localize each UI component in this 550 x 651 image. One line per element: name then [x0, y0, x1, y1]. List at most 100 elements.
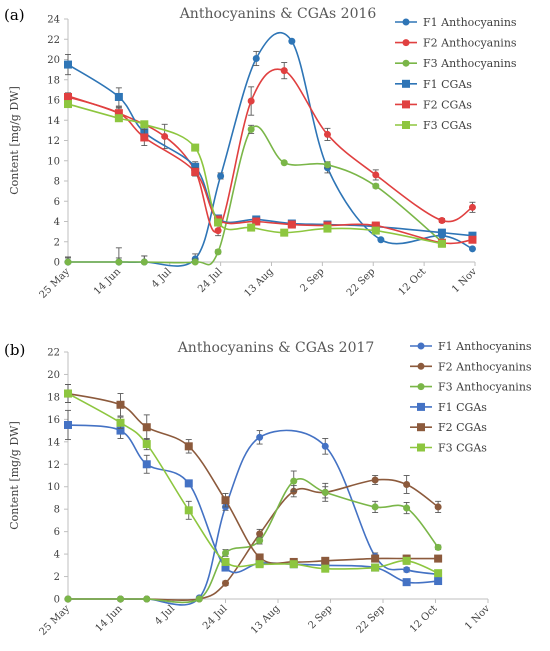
data-point-f3-cgas — [116, 418, 125, 427]
data-point-f3-cgas — [434, 569, 443, 578]
data-point-f2-cgas — [434, 554, 443, 563]
y-axis-label: Content [mg/g DW] — [8, 421, 21, 529]
data-point-f2-anthocyanins — [256, 530, 264, 538]
data-point-f3-anthocyanins — [214, 248, 222, 256]
y-tick-label: 24 — [47, 15, 60, 26]
series-f2-cgas — [64, 92, 477, 247]
data-point-f1-cgas — [184, 479, 193, 488]
legend-marker — [402, 18, 410, 26]
y-tick-label: 10 — [47, 156, 60, 167]
data-point-f3-anthocyanins — [195, 595, 203, 603]
data-point-f1-cgas — [116, 426, 125, 435]
data-point-f3-anthocyanins — [64, 258, 72, 266]
data-point-f2-cgas — [468, 235, 477, 244]
data-point-f1-cgas — [221, 563, 230, 572]
data-point-f3-anthocyanins — [64, 595, 72, 603]
data-point-f3-cgas — [214, 218, 223, 227]
y-tick-label: 18 — [47, 392, 60, 403]
legend: F1 Anthocyanins F2 Anthocyanins F3 Anthocy… — [395, 16, 517, 132]
data-point-f2-cgas — [287, 220, 296, 229]
legend-entry: F2 Anthocyanins — [423, 37, 517, 50]
data-point-f2-cgas — [221, 496, 230, 505]
data-point-f1-cgas — [437, 228, 446, 237]
data-point-f3-cgas — [323, 224, 332, 233]
data-point-f2-anthocyanins — [161, 132, 169, 140]
data-point-f3-anthocyanins — [115, 258, 123, 266]
y-tick-label: 8 — [54, 177, 60, 188]
legend-entry: F1 CGAs — [438, 401, 487, 414]
y-tick-label: 12 — [47, 460, 60, 471]
data-point-f3-anthocyanins — [372, 182, 380, 190]
y-tick-label: 8 — [54, 505, 60, 516]
y-tick-label: 20 — [47, 55, 60, 66]
data-point-f2-anthocyanins — [323, 130, 331, 138]
data-point-f2-anthocyanins — [247, 97, 255, 105]
data-point-f1-cgas — [468, 231, 477, 240]
data-point-f3-cgas — [402, 556, 411, 565]
data-point-f3-anthocyanins — [191, 258, 199, 266]
data-point-f1-cgas — [114, 92, 123, 101]
data-point-f3-anthocyanins — [321, 488, 329, 496]
data-point-f2-cgas — [371, 221, 380, 230]
data-point-f3-anthocyanins — [117, 595, 124, 603]
chart-title: Anthocyanins & CGAs 2016 — [179, 6, 377, 22]
legend-entry: F2 Anthocyanins — [438, 360, 532, 373]
data-point-f1-cgas — [434, 577, 443, 586]
data-point-f2-anthocyanins — [214, 227, 222, 235]
legend-marker — [417, 423, 425, 432]
data-point-f2-anthocyanins — [280, 67, 288, 75]
data-point-f3-anthocyanins — [222, 549, 229, 557]
data-point-f3-cgas — [64, 100, 72, 109]
y-tick-label: 18 — [47, 75, 60, 86]
data-point-f3-cgas — [255, 560, 264, 569]
data-point-f3-cgas — [142, 440, 151, 449]
data-point-f3-cgas — [64, 389, 72, 398]
y-tick-label: 16 — [47, 96, 60, 107]
data-point-f2-cgas — [142, 423, 151, 432]
y-tick-label: 4 — [54, 217, 60, 228]
data-point-f2-cgas — [252, 217, 261, 226]
series-line-f2-anthocyanins — [67, 68, 473, 233]
legend-marker — [417, 342, 425, 350]
data-point-f3-cgas — [371, 226, 380, 235]
y-tick-label: 2 — [54, 572, 60, 583]
y-tick-label: 22 — [47, 348, 60, 359]
data-point-f2-cgas — [255, 553, 264, 562]
data-point-f3-cgas — [371, 563, 380, 572]
data-point-f3-anthocyanins — [434, 543, 442, 551]
legend-marker — [402, 59, 410, 67]
legend-marker — [402, 39, 410, 47]
y-tick-label: 0 — [54, 258, 60, 269]
legend-marker — [402, 100, 410, 109]
data-point-f3-cgas — [184, 506, 193, 515]
data-point-f3-cgas — [140, 120, 149, 129]
data-point-f2-cgas — [116, 400, 125, 409]
data-point-f2-anthocyanins — [438, 216, 446, 224]
data-point-f2-anthocyanins — [372, 171, 380, 179]
y-tick-label: 16 — [47, 415, 60, 426]
data-point-f2-cgas — [184, 442, 193, 451]
data-point-f2-cgas — [140, 133, 149, 142]
chart-title: Anthocyanins & CGAs 2017 — [177, 340, 375, 356]
data-point-f3-cgas — [321, 564, 330, 573]
legend-marker — [417, 383, 425, 391]
legend-entry: F3 Anthocyanins — [438, 381, 532, 394]
y-tick-label: 2 — [54, 237, 60, 248]
legend-entry: F2 CGAs — [438, 421, 487, 434]
data-point-f2-cgas — [64, 92, 72, 101]
data-point-f3-anthocyanins — [323, 161, 331, 169]
data-point-f1-anthocyanins — [288, 37, 296, 45]
data-point-f1-anthocyanins — [403, 566, 411, 574]
data-point-f3-anthocyanins — [280, 159, 288, 167]
data-point-f1-anthocyanins — [468, 245, 476, 253]
series-f3-cgas — [64, 384, 443, 578]
y-tick-label: 12 — [47, 136, 60, 147]
y-tick-label: 6 — [54, 197, 60, 208]
data-point-f2-cgas — [371, 554, 380, 563]
legend-marker — [417, 402, 425, 411]
panel-label: (b) — [4, 341, 25, 359]
data-point-f3-cgas — [437, 239, 446, 248]
